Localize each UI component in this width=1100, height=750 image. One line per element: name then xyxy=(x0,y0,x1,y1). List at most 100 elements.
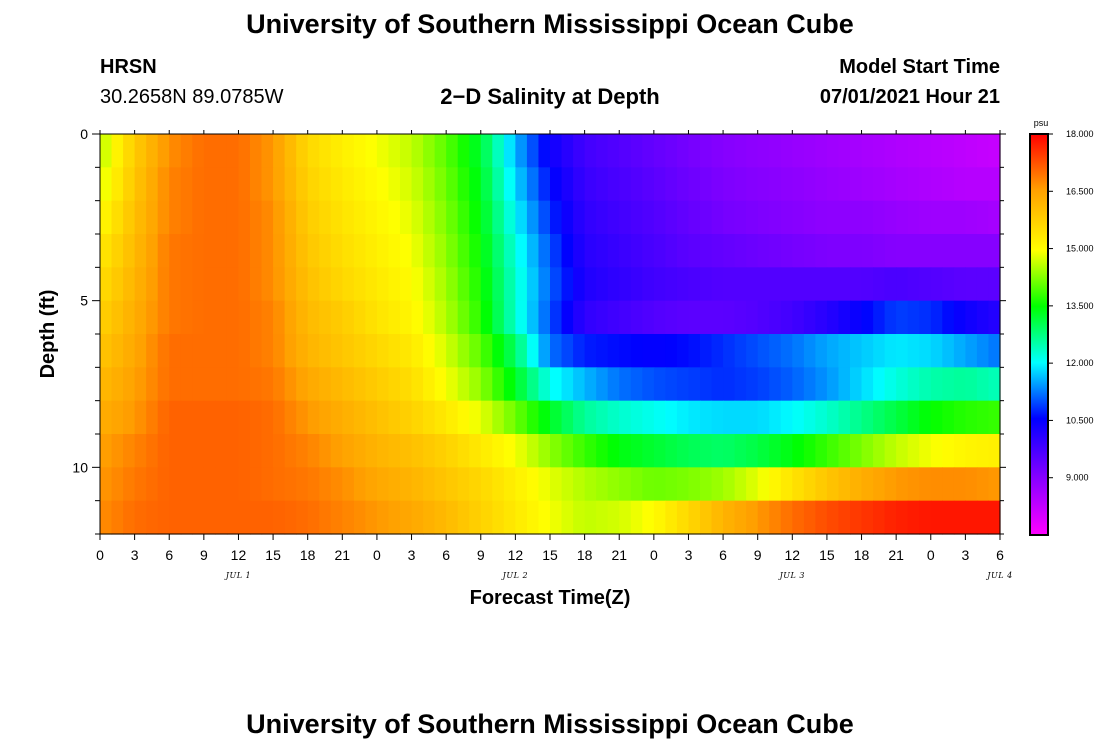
heatmap-cell xyxy=(296,200,309,235)
heatmap-cell xyxy=(815,134,828,168)
heatmap-cell xyxy=(284,400,297,435)
heatmap-cell xyxy=(700,334,713,368)
heatmap-cell xyxy=(503,167,516,202)
heatmap-cell xyxy=(757,300,770,335)
heatmap-cell xyxy=(330,467,343,502)
heatmap-cell xyxy=(111,234,124,268)
heatmap-cell xyxy=(353,234,366,268)
heatmap-cell xyxy=(307,434,320,468)
heatmap-cell xyxy=(515,467,528,502)
heatmap-cell xyxy=(434,134,447,168)
heatmap-cell xyxy=(861,500,874,535)
heatmap-cell xyxy=(123,267,136,302)
station-coordinates: 30.2658N 89.0785W xyxy=(100,86,284,108)
heatmap-cell xyxy=(492,300,505,335)
heatmap-cell xyxy=(388,500,401,535)
heatmap-cell xyxy=(861,367,874,402)
heatmap-cell xyxy=(873,334,886,368)
heatmap-cell xyxy=(515,267,528,302)
heatmap-cell xyxy=(850,267,863,302)
heatmap-cell xyxy=(711,300,724,335)
heatmap-cell xyxy=(180,400,193,435)
heatmap-cell xyxy=(342,167,355,202)
heatmap-cell xyxy=(238,200,251,235)
heatmap-cell xyxy=(861,134,874,168)
heatmap-cell xyxy=(215,267,228,302)
heatmap-cell xyxy=(723,300,736,335)
heatmap-cell xyxy=(596,267,609,302)
heatmap-cell xyxy=(307,334,320,368)
heatmap-cell xyxy=(930,500,943,535)
heatmap-cell xyxy=(711,367,724,402)
heatmap-cell xyxy=(273,200,286,235)
heatmap-cell xyxy=(123,300,136,335)
heatmap-cell xyxy=(642,400,655,435)
heatmap-cell xyxy=(919,167,932,202)
heatmap-cell xyxy=(988,200,1001,235)
heatmap-cell xyxy=(630,367,643,402)
heatmap-cell xyxy=(480,267,493,302)
colorbar: psu 18.000 16.500 15.000 13.500 12.000 10.500… xyxy=(1029,118,1094,536)
heatmap-cell xyxy=(284,200,297,235)
heatmap-cell xyxy=(365,334,378,368)
colorbar-tick-label: 13.500 xyxy=(1066,301,1094,311)
heatmap-cell xyxy=(861,167,874,202)
heatmap-cell xyxy=(700,200,713,235)
heatmap-cell xyxy=(873,300,886,335)
heatmap-cell xyxy=(700,500,713,535)
heatmap-cell xyxy=(757,134,770,168)
heatmap-cell xyxy=(261,400,274,435)
heatmap-cell xyxy=(746,334,759,368)
heatmap-cell xyxy=(446,400,459,435)
heatmap-cell xyxy=(203,400,216,435)
heatmap-cell xyxy=(630,334,643,368)
heatmap-cell xyxy=(630,467,643,502)
heatmap-cell xyxy=(238,400,251,435)
heatmap-cell xyxy=(319,167,332,202)
heatmap-cell xyxy=(550,434,563,468)
heatmap-cell xyxy=(307,300,320,335)
heatmap-cell xyxy=(342,434,355,468)
heatmap-cell xyxy=(296,500,309,535)
heatmap-cell xyxy=(273,400,286,435)
heatmap-cell xyxy=(815,434,828,468)
heatmap-cell xyxy=(930,434,943,468)
heatmap-cell xyxy=(665,267,678,302)
heatmap-cell xyxy=(388,134,401,168)
heatmap-cell xyxy=(630,234,643,268)
heatmap-cell xyxy=(815,500,828,535)
heatmap-cell xyxy=(365,400,378,435)
heatmap-cell xyxy=(630,300,643,335)
heatmap-cell xyxy=(919,267,932,302)
heatmap-cell xyxy=(907,167,920,202)
heatmap-cell xyxy=(388,200,401,235)
heatmap-cell xyxy=(896,300,909,335)
x-tick-label: 6 xyxy=(996,547,1004,563)
heatmap-cell xyxy=(573,167,586,202)
heatmap-cell xyxy=(503,500,516,535)
heatmap-cell xyxy=(769,300,782,335)
heatmap-cell xyxy=(134,134,147,168)
heatmap-cell xyxy=(446,300,459,335)
heatmap-cell xyxy=(688,234,701,268)
heatmap-cell xyxy=(826,167,840,202)
heatmap-cell xyxy=(953,234,966,268)
heatmap-cell xyxy=(365,434,378,468)
heatmap-cell xyxy=(226,300,240,335)
heatmap-cell xyxy=(134,267,147,302)
heatmap-cell xyxy=(850,400,863,435)
heatmap-cell xyxy=(688,334,701,368)
x-tick-label: 9 xyxy=(477,547,485,563)
x-tick-label: 12 xyxy=(231,547,247,563)
heatmap-cell xyxy=(884,500,897,535)
heatmap-cell xyxy=(896,134,909,168)
heatmap-cell xyxy=(353,334,366,368)
heatmap-cell xyxy=(261,300,274,335)
heatmap-cell xyxy=(734,167,747,202)
heatmap-cell xyxy=(792,367,805,402)
heatmap-cell xyxy=(550,500,563,535)
heatmap-cell xyxy=(942,500,955,535)
day-label: JUL 1 xyxy=(224,571,251,580)
heatmap-cell xyxy=(988,134,1001,168)
heatmap-cell xyxy=(573,400,586,435)
